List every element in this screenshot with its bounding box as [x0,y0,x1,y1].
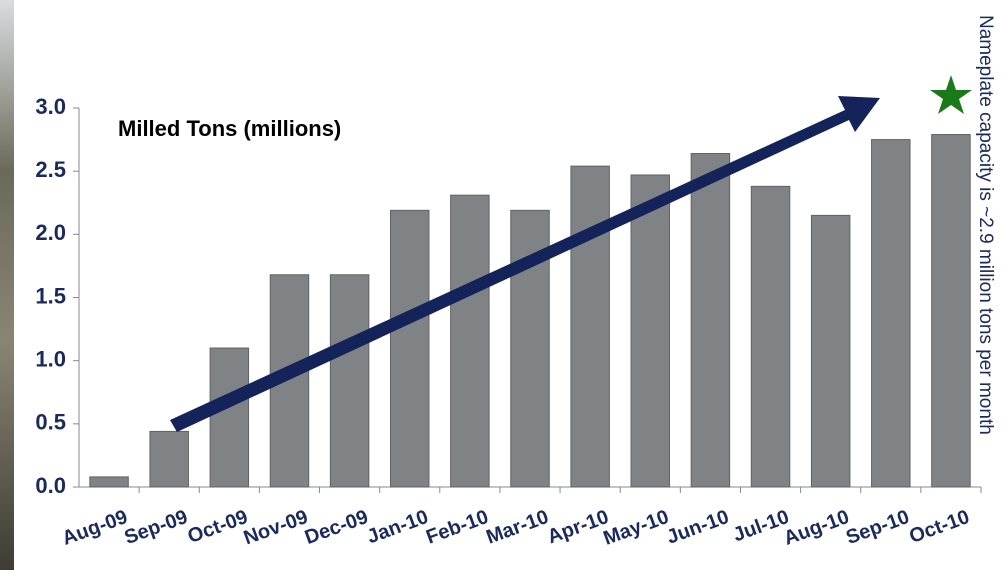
x-tick-label: Jan-10 [364,506,431,548]
y-tick-label: 1.5 [35,283,66,308]
bar [630,174,671,488]
bar [450,194,490,488]
y-tick-label: 1.0 [35,346,66,371]
bar [570,165,610,488]
bar [329,274,370,488]
photo-strip [0,0,14,570]
star [930,75,972,114]
x-tick-label: Jun-10 [664,506,732,549]
x-tick-label: May-10 [601,506,672,550]
y-tick-label: 2.0 [35,220,66,245]
x-tick-label: Sep-09 [122,506,191,549]
x-tick-label: Nov-09 [241,506,311,549]
bar [871,139,911,488]
bar [931,134,971,488]
y-tick-label: 0.5 [35,410,66,435]
x-tick-label: Apr-10 [545,506,612,548]
bar [209,347,250,488]
bar [810,214,851,488]
chart-title: Milled Tons (millions) [118,116,341,141]
bar [89,476,129,488]
y-tick-label: 2.5 [35,157,66,182]
x-tick-label: Feb-10 [423,506,491,549]
x-tick-label: Sep-10 [843,506,912,549]
x-tick-label: Jul-10 [730,506,792,546]
bar [690,152,731,488]
bar [389,209,430,488]
x-tick-label: Aug-09 [59,506,130,550]
x-tick-label: Dec-09 [302,506,371,549]
annotation: Nameplate capacity is ~2.9 million tons … [975,15,996,435]
x-tick-label: Oct-10 [906,506,972,548]
x-tick-label: Mar-10 [483,506,551,549]
bar [149,430,189,488]
bar [750,185,791,488]
x-tick-label: Aug-10 [781,506,852,550]
x-tick-label: Oct-09 [185,506,251,548]
y-tick-label: 3.0 [35,94,66,119]
trend-arrow [170,96,880,432]
y-tick-label: 0.0 [35,473,66,498]
